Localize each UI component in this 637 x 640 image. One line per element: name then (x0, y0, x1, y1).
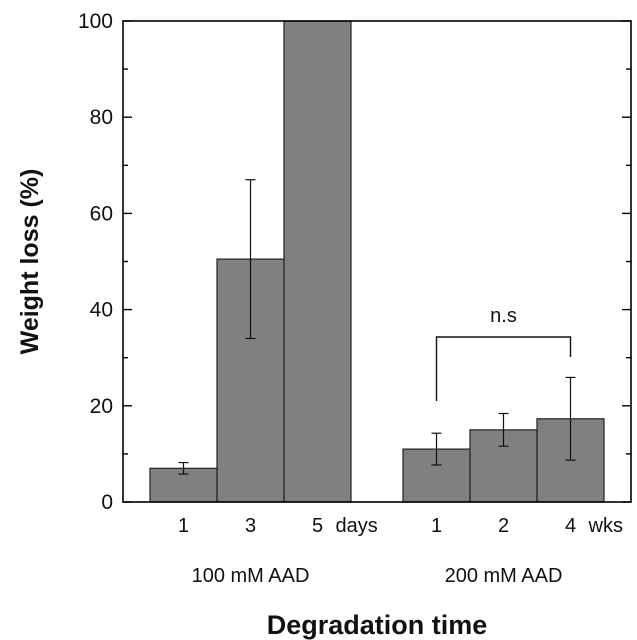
y-tick-label: 100 (78, 10, 113, 33)
x-tick-label: 5 (312, 515, 323, 537)
bar (283, 20, 352, 503)
x-tick-label: 4 (565, 515, 576, 537)
significance-label: n.s (490, 305, 517, 327)
y-axis-title: Weight loss (%) (16, 169, 44, 355)
y-tick-label: 0 (101, 491, 113, 514)
y-tick-label: 20 (90, 395, 113, 418)
significance-bracket (435, 336, 572, 401)
group-label: 100 mM AAD (192, 565, 310, 587)
x-unit-label: wks (588, 515, 623, 537)
x-axis: 1 3 5 days 100 mM AAD 1 2 4 wks 200 mM AAD (178, 515, 623, 587)
plot-area (149, 20, 605, 503)
x-unit-label: days (336, 515, 378, 537)
y-tick-label: 60 (90, 202, 113, 225)
group-label: 200 mM AAD (445, 565, 563, 587)
y-axis: 0 20 40 60 80 100 (78, 10, 631, 514)
y-tick-label: 40 (90, 299, 113, 322)
x-tick-label: 2 (498, 515, 509, 537)
y-tick-label: 80 (90, 106, 113, 129)
x-tick-label: 3 (245, 515, 256, 537)
x-tick-label: 1 (178, 515, 189, 537)
x-axis-title: Degradation time (267, 610, 488, 640)
significance-annotation: n.s (435, 305, 572, 401)
x-tick-label: 1 (431, 515, 442, 537)
